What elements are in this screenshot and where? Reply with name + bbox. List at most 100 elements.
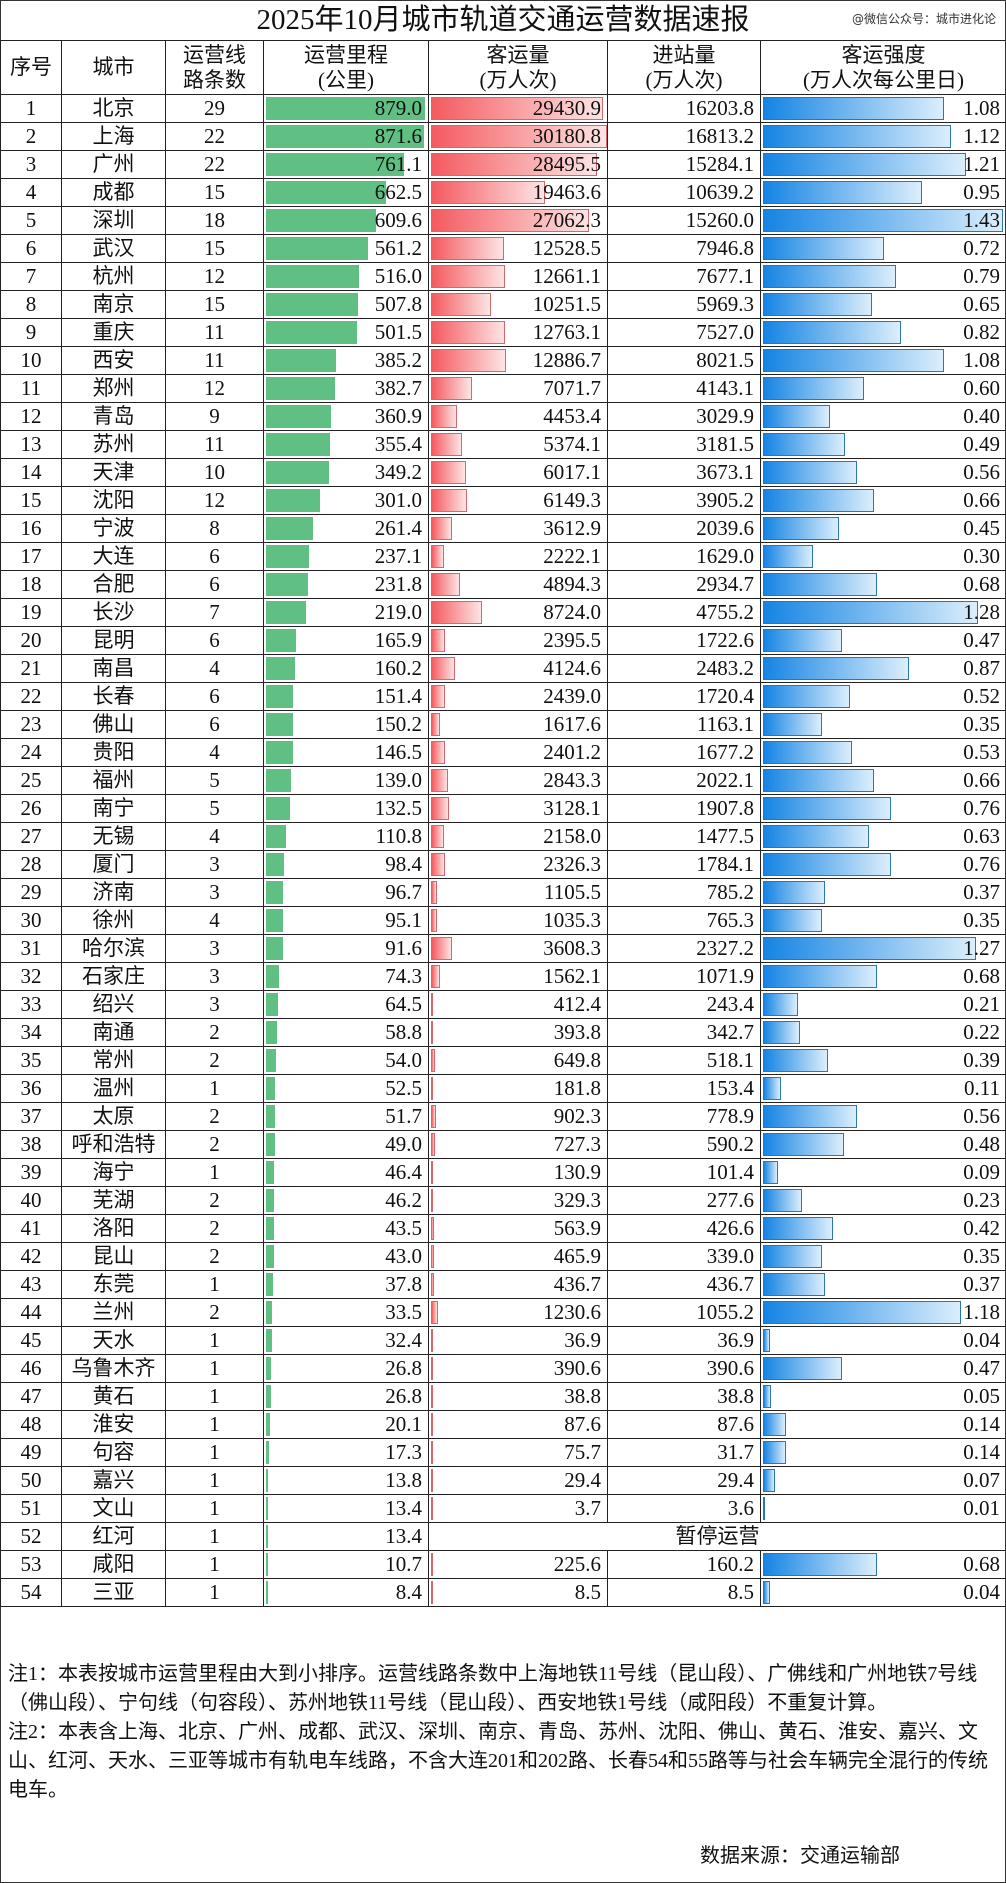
table-row: 33 绍兴 3 64.5 412.4 243.4 0.21 — [0, 990, 1006, 1019]
intensity-value: 0.14 — [963, 1412, 1000, 1436]
cell-ridership: 390.6 — [428, 1354, 608, 1383]
table-row: 46 乌鲁木齐 1 26.8 390.6 390.6 0.47 — [0, 1354, 1006, 1383]
table-row: 36 温州 1 52.5 181.8 153.4 0.11 — [0, 1074, 1006, 1103]
cell-city: 三亚 — [61, 1578, 166, 1607]
intensity-bar — [763, 1357, 842, 1380]
cell-ridership: 1230.6 — [428, 1298, 608, 1327]
entries-value: 1629.0 — [696, 544, 754, 568]
cell-ridership: 2843.3 — [428, 766, 608, 795]
cell-lines: 5 — [165, 794, 264, 823]
cell-index: 36 — [0, 1074, 62, 1103]
intensity-bar — [763, 685, 851, 708]
lines-value: 15 — [204, 292, 225, 316]
ridership-bar — [431, 461, 467, 484]
cell-intensity: 0.37 — [760, 1270, 1006, 1299]
lines-value: 12 — [204, 488, 225, 512]
cell-ridership: 649.8 — [428, 1046, 608, 1075]
table-row: 6 武汉 15 561.2 12528.5 7946.8 0.72 — [0, 234, 1006, 263]
entries-value: 342.7 — [706, 1020, 754, 1044]
cell-intensity: 1.18 — [760, 1298, 1006, 1327]
table-row: 22 长春 6 151.4 2439.0 1720.4 0.52 — [0, 682, 1006, 711]
mileage-value: 219.0 — [374, 600, 422, 624]
mileage-bar — [266, 1105, 276, 1128]
table-row: 25 福州 5 139.0 2843.3 2022.1 0.66 — [0, 766, 1006, 795]
city-value: 洛阳 — [92, 1216, 135, 1240]
cell-lines: 6 — [165, 682, 264, 711]
cell-index: 51 — [0, 1494, 62, 1523]
intensity-bar — [763, 209, 1003, 232]
cell-ridership: 12661.1 — [428, 262, 608, 291]
cell-index: 2 — [0, 122, 62, 151]
mileage-bar — [266, 601, 306, 624]
city-value: 武汉 — [92, 236, 135, 260]
cell-city: 南通 — [61, 1018, 166, 1047]
mileage-bar — [266, 1497, 269, 1520]
entries-value: 2022.1 — [696, 768, 754, 792]
city-value: 深圳 — [92, 208, 135, 232]
cell-mileage: 151.4 — [263, 682, 429, 711]
lines-value: 1 — [209, 1524, 220, 1548]
city-value: 郑州 — [92, 376, 135, 400]
mileage-value: 64.5 — [385, 992, 422, 1016]
cell-city: 沈阳 — [61, 486, 166, 515]
intensity-bar — [763, 1469, 775, 1492]
entries-value: 1055.2 — [696, 1300, 754, 1324]
cell-mileage: 360.9 — [263, 402, 429, 431]
table-row: 18 合肥 6 231.8 4894.3 2934.7 0.68 — [0, 570, 1006, 599]
cell-entries: 8.5 — [607, 1578, 761, 1607]
cell-ridership: 2326.3 — [428, 850, 608, 879]
city-value: 大连 — [92, 544, 135, 568]
intensity-bar — [763, 993, 799, 1016]
cell-entries: 87.6 — [607, 1410, 761, 1439]
intensity-bar — [763, 1273, 826, 1296]
lines-value: 7 — [209, 600, 220, 624]
mileage-value: 150.2 — [374, 712, 422, 736]
index-value: 10 — [20, 348, 42, 372]
cell-index: 7 — [0, 262, 62, 291]
entries-value: 38.8 — [717, 1384, 754, 1408]
cell-ridership: 29.4 — [428, 1466, 608, 1495]
ridership-bar — [431, 629, 445, 652]
intensity-value: 0.82 — [963, 320, 1000, 344]
cell-ridership: 3.7 — [428, 1494, 608, 1523]
entries-value: 2483.2 — [696, 656, 754, 680]
cell-mileage: 49.0 — [263, 1130, 429, 1159]
lines-value: 4 — [209, 908, 220, 932]
ridership-value: 28495.5 — [532, 152, 601, 176]
city-value: 南通 — [92, 1020, 135, 1044]
ridership-value: 38.8 — [564, 1384, 601, 1408]
table-row: 26 南宁 5 132.5 3128.1 1907.8 0.76 — [0, 794, 1006, 823]
table-row: 17 大连 6 237.1 2222.1 1629.0 0.30 — [0, 542, 1006, 571]
city-value: 东莞 — [92, 1272, 135, 1296]
cell-ridership: 12763.1 — [428, 318, 608, 347]
entries-value: 1071.9 — [696, 964, 754, 988]
lines-value: 11 — [204, 348, 225, 372]
intensity-bar — [763, 1301, 962, 1324]
cell-ridership: 2222.1 — [428, 542, 608, 571]
lines-value: 1 — [209, 1468, 220, 1492]
table-row: 42 昆山 2 43.0 465.9 339.0 0.35 — [0, 1242, 1006, 1271]
city-value: 长春 — [92, 684, 135, 708]
mileage-value: 49.0 — [385, 1132, 422, 1156]
entries-value: 4143.1 — [696, 376, 754, 400]
ridership-bar — [431, 1189, 433, 1212]
ridership-bar — [431, 1021, 434, 1044]
metro-operations-table: 序号 城市 运营线 路条数 运营里程 (公里) 客运量 (万人次) 进站量 (万… — [0, 40, 1006, 1607]
intensity-bar — [763, 181, 923, 204]
mileage-value: 761.1 — [374, 152, 422, 176]
city-value: 芜湖 — [92, 1188, 135, 1212]
ridership-value: 2401.2 — [543, 740, 601, 764]
lines-value: 4 — [209, 740, 220, 764]
cell-entries: 10639.2 — [607, 178, 761, 207]
mileage-value: 662.5 — [374, 180, 422, 204]
lines-value: 11 — [204, 320, 225, 344]
ridership-bar — [431, 1329, 433, 1352]
cell-entries: 2934.7 — [607, 570, 761, 599]
ridership-bar — [431, 545, 444, 568]
cell-entries: 16203.8 — [607, 94, 761, 123]
intensity-value: 0.56 — [963, 460, 1000, 484]
city-value: 南宁 — [92, 796, 135, 820]
mileage-value: 91.6 — [385, 936, 422, 960]
cell-mileage: 54.0 — [263, 1046, 429, 1075]
lines-value: 2 — [209, 1104, 220, 1128]
